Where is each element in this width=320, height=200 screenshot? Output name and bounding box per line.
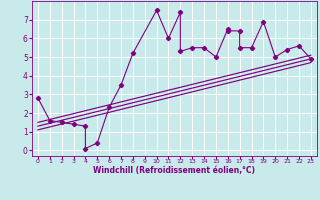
X-axis label: Windchill (Refroidissement éolien,°C): Windchill (Refroidissement éolien,°C)	[93, 166, 255, 175]
